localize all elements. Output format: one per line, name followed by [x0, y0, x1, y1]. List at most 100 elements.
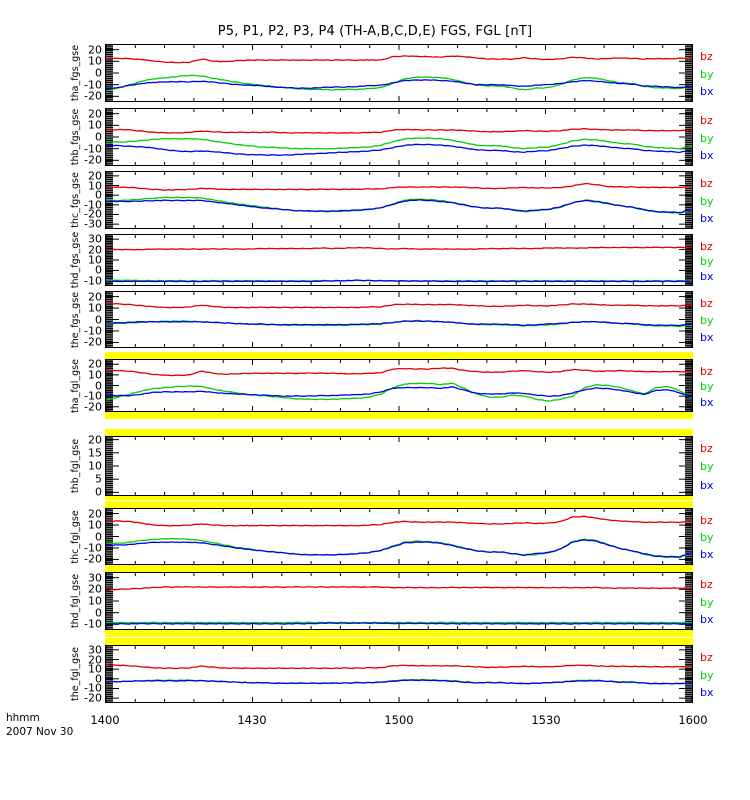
y-tick-label: -10 — [84, 274, 102, 288]
legend-bz: bz — [700, 50, 713, 63]
x-axis-tick-labels: 1400 1430 1500 1530 1600 — [0, 713, 750, 729]
y-tick-label: 10 — [88, 54, 102, 68]
x-tick-label: 1430 — [237, 713, 267, 727]
legend-by: by — [700, 194, 714, 208]
y-tick-label: -10 — [84, 541, 102, 555]
y-tick-label: 0 — [95, 188, 102, 202]
legend-bz: bz — [700, 578, 713, 591]
y-tick-label: 20 — [88, 43, 102, 57]
x-tick-label: 1500 — [384, 713, 414, 727]
legend-by: by — [700, 314, 714, 328]
y-tick-label: 20 — [88, 169, 102, 183]
highlight-band — [105, 352, 693, 359]
y-tick-label: -20 — [84, 691, 102, 705]
y-tick-label: 20 — [88, 507, 102, 521]
highlight-band — [105, 565, 693, 572]
y-tick-label: 20 — [88, 107, 102, 121]
legend-by: by — [700, 131, 714, 145]
x-tick-label: 1600 — [678, 713, 708, 727]
legend-bz: bz — [700, 514, 713, 527]
legend-bz: bz — [700, 177, 713, 190]
y-tick-label: 10 — [88, 301, 102, 315]
y-tick-label: -30 — [84, 217, 102, 231]
legend-bx: bx — [700, 613, 714, 626]
y-tick-label: 10 — [88, 662, 102, 676]
legend-bx: bx — [700, 149, 714, 162]
highlight-band — [105, 429, 693, 436]
y-tick-label: 0 — [95, 485, 102, 499]
panel-tha_fgs_gse — [105, 44, 693, 102]
y-tick-label: -20 — [84, 552, 102, 566]
legend-bz: bz — [700, 240, 713, 253]
highlight-band — [105, 412, 693, 419]
y-tick-label: 20 — [88, 290, 102, 304]
panel-tha_fgl_gse — [105, 359, 693, 412]
legend-by: by — [700, 255, 714, 268]
y-tick-label: 0 — [95, 530, 102, 543]
panel-thd_fgl_gse — [105, 572, 693, 630]
y-tick-label: -20 — [84, 400, 102, 414]
legend-bz: bz — [700, 365, 713, 378]
legend-by: by — [700, 67, 714, 81]
legend-bz: bz — [700, 297, 713, 310]
y-tick-label: 30 — [88, 232, 102, 246]
y-tick-label: 15 — [88, 446, 102, 460]
y-tick-label: -20 — [84, 207, 102, 221]
y-tick-label: 0 — [95, 66, 102, 80]
y-tick-label: -10 — [84, 198, 102, 212]
legend-bx: bx — [700, 548, 714, 562]
legend-by: by — [700, 531, 714, 545]
date-label: 2007 Nov 30 — [6, 726, 74, 738]
panel-the_fgs_gse — [105, 291, 693, 348]
y-tick-label: -10 — [84, 681, 102, 695]
highlight-band — [105, 638, 693, 645]
panel-the_fgl_gse — [105, 645, 693, 703]
y-tick-label: 0 — [95, 263, 102, 277]
y-tick-label: 10 — [88, 368, 102, 382]
legend-bz: bz — [700, 442, 713, 455]
y-tick-label: 20 — [88, 653, 102, 667]
x-tick-label: 1400 — [90, 713, 120, 727]
y-tick-label: -20 — [84, 153, 102, 167]
figure-title: P5, P1, P2, P3, P4 (TH-A,B,C,D,E) FGS, F… — [217, 24, 533, 39]
legend-by: by — [700, 595, 714, 609]
y-tick-label: 5 — [95, 472, 102, 486]
y-tick-label: 30 — [88, 571, 102, 585]
highlight-band — [105, 493, 693, 500]
legend-bx: bx — [700, 212, 714, 225]
panel-thb_fgl_gse — [105, 436, 693, 496]
y-tick-label: -10 — [84, 324, 102, 338]
panel-thc_fgl_gse — [105, 508, 693, 565]
y-tick-label: 0 — [95, 672, 102, 686]
legend-bx: bx — [700, 395, 714, 409]
legend-bx: bx — [700, 85, 714, 98]
panel-thb_fgs_gse — [105, 108, 693, 166]
y-tick-label: -10 — [84, 142, 102, 156]
y-tick-label: 0 — [95, 379, 102, 392]
y-tick-label: 30 — [88, 643, 102, 657]
x-tick-label: 1530 — [531, 713, 561, 727]
y-tick-label: 0 — [95, 606, 102, 620]
y-tick-label: -10 — [84, 389, 102, 403]
y-tick-label: 10 — [88, 518, 102, 532]
legend-bx: bx — [700, 331, 714, 345]
legend-by: by — [700, 460, 714, 474]
legend-by: by — [700, 668, 714, 682]
y-tick-label: 20 — [88, 582, 102, 596]
legend-bx: bx — [700, 478, 714, 492]
y-tick-label: 0 — [95, 313, 102, 326]
legend-bz: bz — [700, 651, 713, 664]
y-tick-label: -10 — [84, 617, 102, 631]
panel-thd_fgs_gse — [105, 234, 693, 286]
y-tick-label: 20 — [88, 243, 102, 257]
y-tick-label: 0 — [95, 130, 102, 144]
y-tick-label: 10 — [88, 118, 102, 132]
y-tick-label: 20 — [88, 433, 102, 447]
panel-thc_fgs_gse — [105, 171, 693, 229]
y-tick-label: 10 — [88, 594, 102, 608]
x-axis-unit-label: hhmm — [6, 712, 40, 724]
legend-bz: bz — [700, 114, 713, 127]
y-tick-label: 10 — [88, 179, 102, 193]
y-tick-label: 10 — [88, 253, 102, 267]
